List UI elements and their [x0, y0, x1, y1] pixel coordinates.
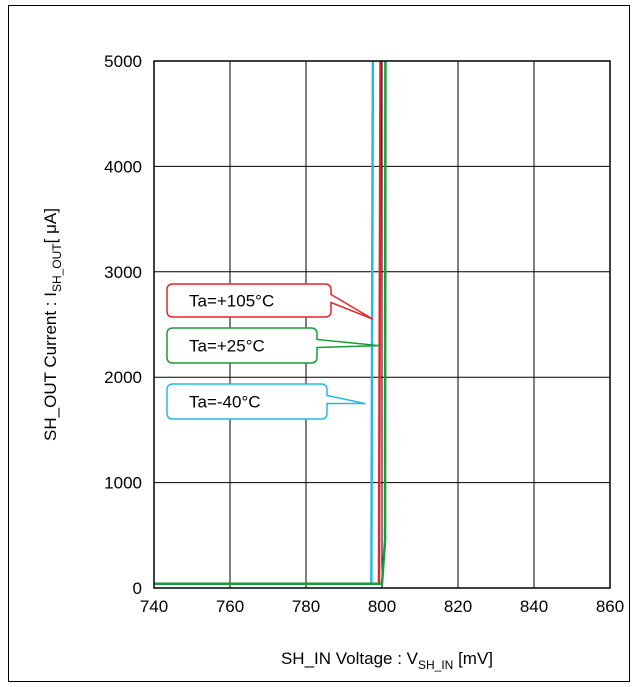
series-group: [154, 60, 387, 586]
x-tick-label: 800: [368, 597, 396, 616]
series-line: [154, 60, 387, 586]
plot-area: [153, 60, 611, 589]
callout: Ta=+105°C: [166, 283, 374, 320]
callout: Ta=+25°C: [166, 327, 380, 364]
x-tick-label: 760: [216, 597, 244, 616]
grid: [153, 60, 611, 589]
callout-box: [166, 283, 374, 320]
legend-callouts: Ta=-40°C Ta=+105°C Ta=+25°C: [166, 283, 380, 420]
y-axis-title: SH_OUT Current : ISH_OUT[ μA]: [41, 208, 64, 441]
series-line: [154, 60, 382, 586]
y-tick-label: 2000: [104, 368, 142, 387]
legend-label: Ta=+25°C: [189, 337, 265, 356]
x-tick-label: 860: [596, 597, 624, 616]
tick-labels: 740 760 780 800 820 840 860 0 1000 2000 3000 4000 50…: [104, 52, 624, 616]
x-tick-label: 780: [292, 597, 320, 616]
y-tick-label: 3000: [104, 263, 142, 282]
legend-label: Ta=+105°C: [189, 292, 274, 311]
y-tick-label: 5000: [104, 52, 142, 71]
callout-box: [166, 383, 366, 420]
x-tick-label: 740: [140, 597, 168, 616]
y-tick-label: 4000: [104, 157, 142, 176]
series-line: [154, 60, 375, 586]
callout-box: [166, 327, 380, 364]
y-tick-label: 1000: [104, 474, 142, 493]
y-tick-label: 0: [133, 579, 142, 598]
x-tick-label: 840: [520, 597, 548, 616]
callout: Ta=-40°C: [166, 383, 366, 420]
x-tick-label: 820: [444, 597, 472, 616]
x-axis-title: SH_IN Voltage : VSH_IN [mV]: [281, 649, 493, 672]
legend-label: Ta=-40°C: [189, 393, 261, 412]
